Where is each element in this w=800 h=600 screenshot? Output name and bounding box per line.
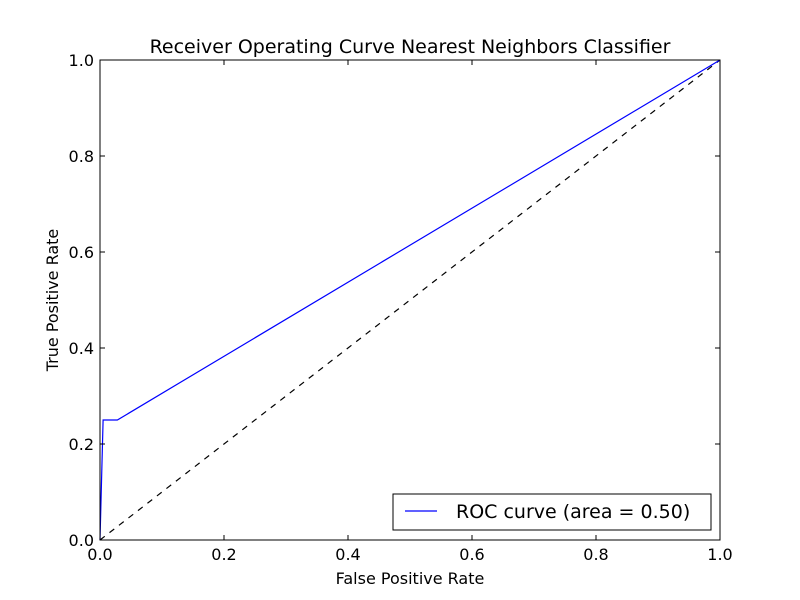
x-tick-label: 0.8 <box>583 545 608 564</box>
y-tick-label: 0.2 <box>69 435 94 454</box>
chart-title: Receiver Operating Curve Nearest Neighbo… <box>150 36 671 58</box>
x-axis-ticks: 0.0 0.2 0.4 0.6 0.8 1.0 <box>87 60 733 564</box>
y-tick-label: 0.8 <box>69 147 94 166</box>
roc-curve-line <box>99 59 721 541</box>
y-axis-label: True Positive Rate <box>43 229 62 373</box>
plot-lines <box>99 59 721 541</box>
plot-frame <box>99 59 721 541</box>
legend-box <box>392 493 712 531</box>
y-axis-ticks: 0.0 0.2 0.4 0.6 0.8 1.0 <box>69 51 720 550</box>
diagonal-reference-line <box>99 59 721 541</box>
y-tick-label: 0.4 <box>69 339 94 358</box>
x-axis-label: False Positive Rate <box>336 569 485 588</box>
legend: ROC curve (area = 0.50) <box>392 493 712 531</box>
x-tick-label: 0.4 <box>335 545 360 564</box>
x-tick-label: 0.0 <box>87 545 112 564</box>
y-tick-label: 1.0 <box>69 51 94 70</box>
x-tick-label: 0.6 <box>459 545 484 564</box>
legend-label: ROC curve (area = 0.50) <box>456 501 690 523</box>
x-tick-label: 0.2 <box>211 545 236 564</box>
y-tick-label: 0.0 <box>69 531 94 550</box>
y-tick-label: 0.6 <box>69 243 94 262</box>
x-tick-label: 1.0 <box>707 545 732 564</box>
